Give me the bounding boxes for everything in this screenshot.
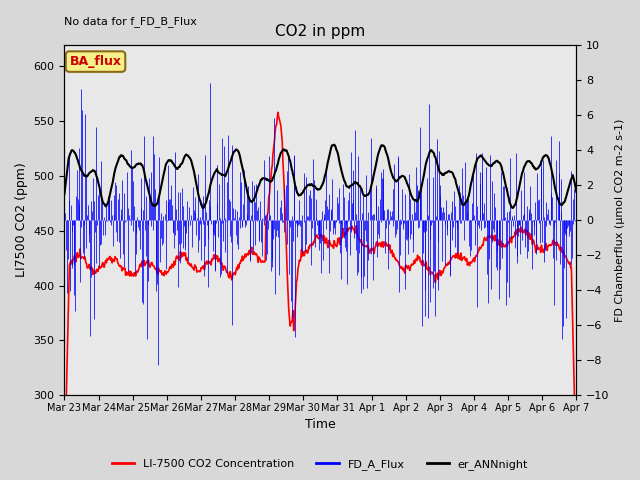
Title: CO2 in ppm: CO2 in ppm	[275, 24, 365, 39]
X-axis label: Time: Time	[305, 419, 336, 432]
Text: No data for f_FD_B_Flux: No data for f_FD_B_Flux	[65, 16, 197, 27]
Text: BA_flux: BA_flux	[70, 55, 122, 68]
Legend: LI-7500 CO2 Concentration, FD_A_Flux, er_ANNnight: LI-7500 CO2 Concentration, FD_A_Flux, er…	[108, 455, 532, 474]
Y-axis label: LI7500 CO2 (ppm): LI7500 CO2 (ppm)	[15, 163, 28, 277]
Y-axis label: FD Chamberflux (μmol CO2 m-2 s-1): FD Chamberflux (μmol CO2 m-2 s-1)	[615, 118, 625, 322]
